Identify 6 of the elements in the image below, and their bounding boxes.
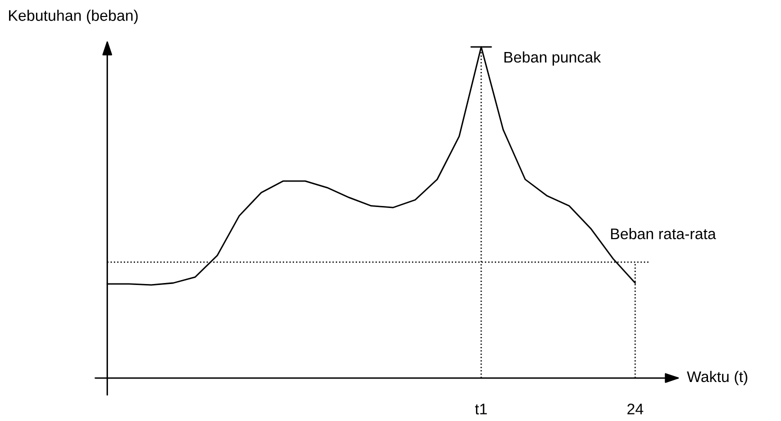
x-tick-label: 24 [627, 404, 644, 414]
annotation: Beban puncak [504, 51, 601, 66]
x-axis-title: Waktu (t) [686, 370, 748, 386]
x-tick-label: t1 [475, 404, 487, 414]
ref-line-label: Beban rata-rata [611, 228, 716, 240]
y-axis-title: Kebutuhan (beban) [9, 10, 138, 24]
